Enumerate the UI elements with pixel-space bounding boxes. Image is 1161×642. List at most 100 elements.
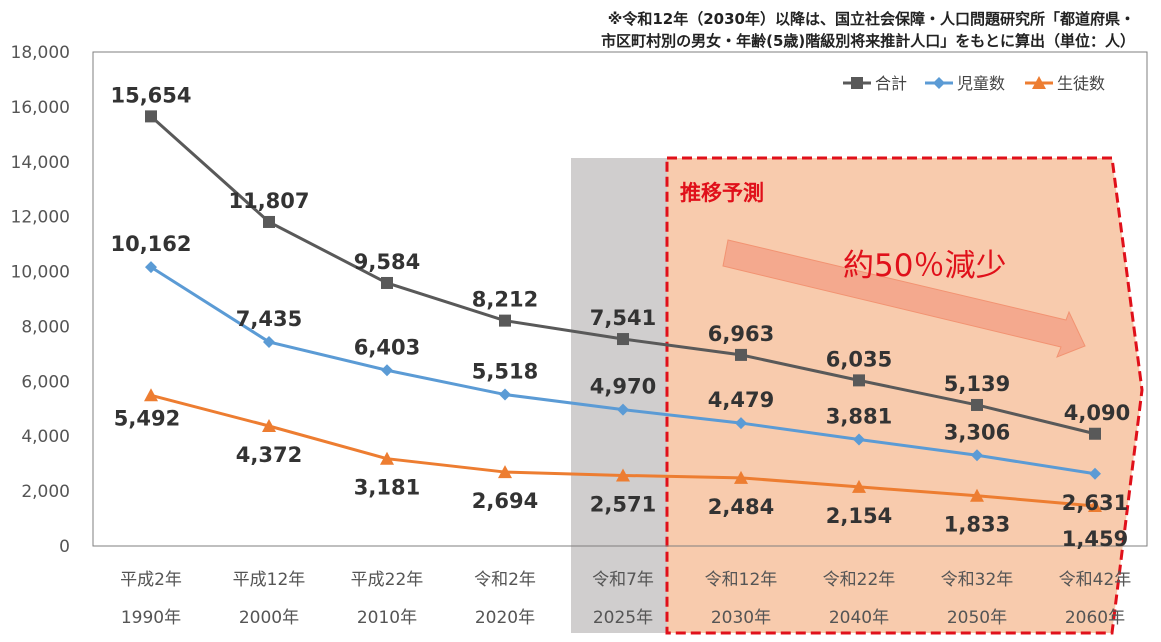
data-label-students: 2,694 <box>472 489 538 513</box>
forecast-title: 推移予測 <box>680 181 764 205</box>
legend-marker-total <box>851 77 863 89</box>
data-label-students: 5,492 <box>114 406 180 430</box>
data-label-students: 3,181 <box>354 476 420 500</box>
x-tick-sublabel: 2000年 <box>239 608 299 628</box>
y-tick-label: 10,000 <box>11 263 70 283</box>
data-point-total <box>853 374 865 387</box>
data-labels: 15,654 11,807 9,584 8,212 7,541 6,963 6,035 5,1… <box>110 83 1130 551</box>
data-point-students <box>616 468 630 482</box>
data-point-total <box>145 110 157 123</box>
data-point-students <box>734 470 748 484</box>
x-tick-label: 令和12年 <box>705 570 778 590</box>
plot-area-frame <box>92 51 1148 547</box>
x-axis: 平成2年 1990年 平成12年 2000年 平成22年 2010年 令和2年 2020年 令和… <box>120 570 1131 628</box>
data-point-children <box>145 261 157 274</box>
x-tick-label: 令和42年 <box>1059 570 1132 590</box>
x-tick-sublabel: 2010年 <box>357 608 417 628</box>
data-point-students <box>262 419 276 433</box>
data-label-children: 4,970 <box>590 375 656 399</box>
y-tick-label: 16,000 <box>11 98 70 118</box>
y-tick-label: 2,000 <box>21 482 70 502</box>
data-point-students <box>1088 498 1102 512</box>
data-label-total: 15,654 <box>110 83 191 107</box>
data-label-total: 11,807 <box>228 189 309 213</box>
data-point-children <box>853 433 865 446</box>
y-tick-label: 0 <box>59 537 70 557</box>
x-tick-sublabel: 2020年 <box>475 608 535 628</box>
legend-marker-children <box>933 77 945 89</box>
x-tick-label: 平成12年 <box>233 570 306 590</box>
data-label-children: 7,435 <box>236 307 302 331</box>
data-point-total <box>617 333 629 346</box>
x-tick-sublabel: 2060年 <box>1065 608 1125 628</box>
data-point-total <box>499 314 511 327</box>
y-tick-label: 18,000 <box>11 43 70 63</box>
data-point-total <box>1089 427 1101 440</box>
data-label-total: 6,963 <box>708 322 774 346</box>
x-tick-label: 平成22年 <box>351 570 424 590</box>
data-label-children: 3,881 <box>826 404 892 428</box>
x-tick-sublabel: 2040年 <box>829 608 889 628</box>
data-point-children <box>381 364 393 377</box>
series-markers <box>144 110 1102 512</box>
data-label-students: 2,571 <box>590 492 656 516</box>
source-note-line2: 市区町村別の男女・年齢(5歳)階級別将来推計人口」をもとに算出（単位：人） <box>601 32 1135 50</box>
data-point-children <box>735 417 747 430</box>
highlight-2025-band <box>571 158 667 633</box>
data-label-total: 9,584 <box>354 250 420 274</box>
data-point-total <box>263 215 275 228</box>
data-label-total: 5,139 <box>944 372 1010 396</box>
y-tick-label: 8,000 <box>21 317 70 337</box>
reduction-label: 約50％減少 <box>843 248 1006 284</box>
data-point-students <box>144 388 158 402</box>
data-point-total <box>735 348 747 361</box>
data-label-total: 4,090 <box>1064 401 1130 425</box>
data-label-total: 6,035 <box>826 347 892 371</box>
x-tick-sublabel: 2050年 <box>947 608 1007 628</box>
legend-label-children: 児童数 <box>957 74 1005 93</box>
data-point-total <box>381 276 393 289</box>
x-tick-label: 令和2年 <box>474 570 536 590</box>
x-tick-label: 令和7年 <box>592 570 654 590</box>
data-point-children <box>1089 467 1101 480</box>
data-label-students: 4,372 <box>236 443 302 467</box>
data-point-children <box>263 335 275 348</box>
data-label-students: 1,833 <box>944 513 1010 537</box>
x-tick-label: 令和22年 <box>823 570 896 590</box>
data-label-children: 6,403 <box>354 335 420 359</box>
data-label-total: 8,212 <box>472 288 538 312</box>
x-tick-sublabel: 2025年 <box>593 608 653 628</box>
data-label-children: 3,306 <box>944 420 1010 444</box>
data-point-students <box>852 479 866 493</box>
data-label-children: 2,631 <box>1062 491 1128 515</box>
source-note-line1: ※令和12年（2030年）以降は、国立社会保障・人口問題研究所「都道府県・ <box>607 10 1135 28</box>
legend-label-total: 合計 <box>875 74 907 93</box>
data-label-students: 1,459 <box>1062 527 1128 551</box>
data-label-children: 10,162 <box>110 232 191 256</box>
data-label-children: 4,479 <box>708 388 774 412</box>
x-tick-label: 令和32年 <box>941 570 1014 590</box>
y-tick-label: 12,000 <box>11 208 70 228</box>
x-tick-sublabel: 1990年 <box>121 608 181 628</box>
data-point-students <box>498 465 512 479</box>
data-point-children <box>617 403 629 416</box>
data-label-students: 2,484 <box>708 495 774 519</box>
data-label-students: 2,154 <box>826 504 892 528</box>
y-axis: 0 2,000 4,000 6,000 8,000 10,000 12,000 14,000 1… <box>11 43 70 557</box>
data-label-total: 7,541 <box>590 306 656 330</box>
data-point-students <box>380 451 394 465</box>
y-tick-label: 4,000 <box>21 427 70 447</box>
y-tick-label: 6,000 <box>21 372 70 392</box>
x-tick-sublabel: 2030年 <box>711 608 771 628</box>
data-point-students <box>970 488 984 502</box>
data-point-total <box>971 398 983 411</box>
x-tick-label: 平成2年 <box>120 570 182 590</box>
y-tick-label: 14,000 <box>11 153 70 173</box>
data-point-children <box>499 388 511 401</box>
legend: 合計 児童数 生徒数 <box>843 74 1105 93</box>
reduction-arrow <box>722 239 1086 358</box>
legend-label-students: 生徒数 <box>1057 74 1105 93</box>
data-point-children <box>971 449 983 462</box>
legend-marker-students <box>1032 76 1046 89</box>
